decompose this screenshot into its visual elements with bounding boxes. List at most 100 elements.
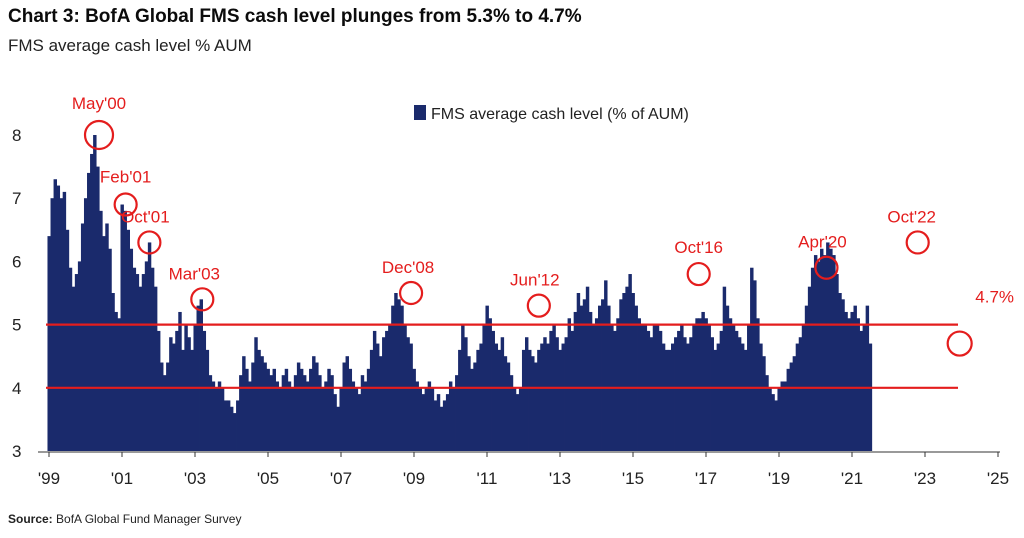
x-tick-label: '09 [403,469,425,488]
bar [789,362,794,451]
bar [147,242,152,451]
bar [439,406,444,451]
y-tick-label: 4 [12,379,21,398]
reference-lines [46,323,958,389]
bar [452,387,456,451]
bar [245,368,249,451]
bar [753,280,757,451]
bar [628,274,632,451]
bar [150,267,155,451]
bar [494,343,499,451]
bar [71,286,76,451]
bar [391,305,395,451]
bar [360,375,365,451]
bar [537,349,541,451]
bar [156,330,161,451]
bar [99,210,103,451]
bar [625,286,629,451]
bar [287,381,292,451]
bar [543,337,547,451]
bar [585,286,590,451]
bar [765,375,769,451]
bar [342,362,346,451]
bar [369,349,374,451]
bars-group [47,135,873,452]
bar [239,375,243,451]
bar [68,267,73,451]
source-text: BofA Global Fund Manager Survey [56,512,242,526]
bar [631,293,635,451]
annotation-circle [814,255,839,280]
bar [674,337,678,451]
bar [780,381,784,451]
bar [385,330,389,451]
bar [330,375,334,451]
bar [488,318,492,451]
annotation-label: Mar'03 [169,264,220,283]
bar [503,356,508,451]
bar [689,337,693,451]
bar [491,330,495,451]
bar [111,293,115,451]
bar [476,349,480,451]
bar [558,349,562,451]
annotation-label: 4.7% [975,288,1014,307]
bar [774,400,778,451]
bar [108,248,112,451]
bar [573,311,578,451]
x-tick-label: '19 [768,469,790,488]
bar [783,381,787,451]
bar [190,349,194,451]
bar [464,337,468,451]
bar [455,375,459,451]
bar [698,318,702,451]
x-tick-label: '17 [695,469,717,488]
bar [555,337,559,451]
bar [114,311,118,451]
bar [509,375,514,451]
bar [196,305,200,451]
bar [296,362,301,451]
bar [318,375,322,451]
bar [424,387,429,451]
x-tick-label: '15 [622,469,644,488]
annotation-label: May'00 [72,94,126,113]
bar [713,349,718,451]
bar [835,274,839,451]
bar [661,343,666,451]
bar [813,255,818,451]
bar [607,305,611,451]
bar [257,349,261,451]
x-tick-label: '01 [111,469,133,488]
bar [77,261,82,451]
bar [521,349,526,451]
bar [126,229,130,451]
bar [242,356,246,451]
bar [74,274,79,451]
bar [117,318,121,451]
bar [500,337,505,451]
y-tick-label: 6 [12,252,21,271]
bar [254,337,258,451]
bar [208,375,213,451]
bar [677,330,681,451]
bar [354,387,359,451]
bar [667,349,672,451]
bar [810,267,815,451]
bar [382,337,386,451]
bar [181,349,185,451]
bar [847,318,851,451]
bar [409,343,413,451]
bar [217,381,222,451]
bar [363,381,368,451]
bar [832,255,836,451]
bar [379,356,383,451]
bar [366,368,371,451]
bar [518,387,523,451]
bar [123,210,127,451]
bar [567,318,572,451]
bar [397,299,401,451]
bar [777,387,781,451]
bar [683,337,687,451]
annotation-label: Apr'20 [798,233,847,252]
